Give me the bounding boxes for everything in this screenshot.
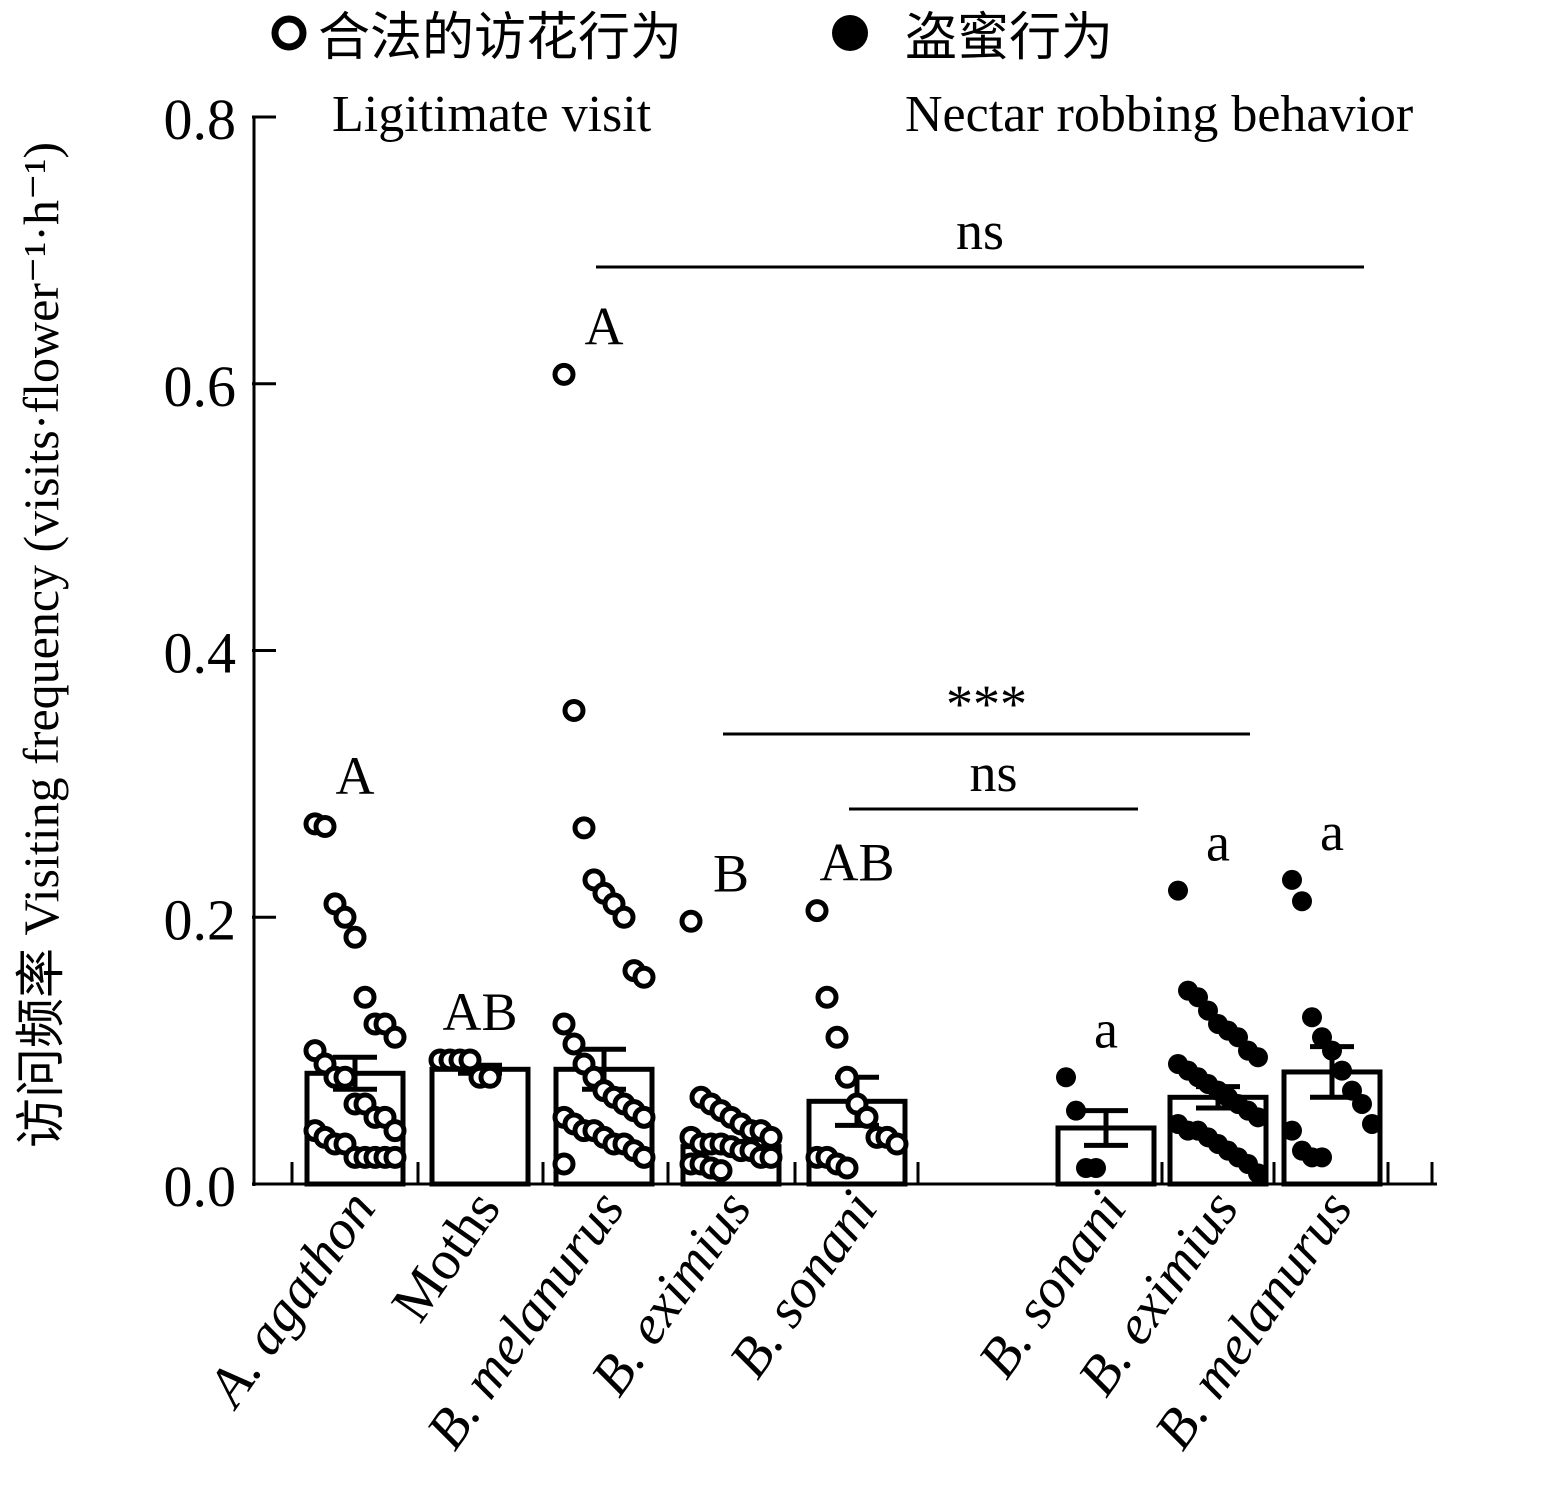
data-point-legitimate <box>759 1145 783 1169</box>
data-point-legitimate <box>632 1145 656 1169</box>
data-point-legitimate <box>709 1159 733 1183</box>
data-point-legitimate <box>353 985 377 1009</box>
data-point-legitimate <box>632 965 656 989</box>
data-point-legitimate <box>383 1145 407 1169</box>
legend-label-legitimate-en: Ligitimate visit <box>332 86 652 143</box>
data-point-robbing <box>1352 1093 1372 1114</box>
significance-letter: a <box>1320 802 1344 862</box>
y-tick-label: 0.8 <box>164 87 237 152</box>
data-point-robbing <box>1056 1067 1076 1088</box>
data-point-robbing <box>1282 1120 1302 1141</box>
data-point-legitimate <box>333 905 357 929</box>
data-point-legitimate <box>855 1105 879 1129</box>
data-point-legitimate <box>572 816 596 840</box>
legend-label-robbing-en: Nectar robbing behavior <box>905 86 1413 143</box>
data-point-robbing <box>1086 1157 1106 1178</box>
data-point-legitimate <box>552 362 576 386</box>
data-point-legitimate <box>552 1152 576 1176</box>
data-point-robbing <box>1312 1147 1332 1168</box>
data-point-legitimate <box>333 1065 357 1089</box>
y-axis-label: 访问频率 Visiting frequency (visits·flower⁻¹… <box>13 142 69 1148</box>
significance-letter: a <box>1094 999 1118 1059</box>
y-tick-label: 0.4 <box>164 621 237 686</box>
data-point-legitimate <box>835 1065 859 1089</box>
data-point-robbing <box>1248 1163 1268 1184</box>
data-point-legitimate <box>313 815 337 839</box>
data-point-legitimate <box>383 1025 407 1049</box>
data-point-robbing <box>1248 1107 1268 1128</box>
data-point-legitimate <box>478 1065 502 1089</box>
data-point-legitimate <box>679 909 703 933</box>
y-ticks: 0.0 0.2 0.4 0.6 0.8 <box>164 87 1434 1219</box>
data-points <box>303 362 1382 1184</box>
data-point-robbing <box>1168 880 1188 901</box>
data-point-legitimate <box>885 1132 909 1156</box>
y-tick-label: 0.0 <box>164 1154 237 1219</box>
data-point-legitimate <box>343 925 367 949</box>
data-point-robbing <box>1292 891 1312 912</box>
significance-letter: A <box>336 746 375 806</box>
data-point-robbing <box>1322 1040 1342 1061</box>
data-point-legitimate <box>815 985 839 1009</box>
data-point-legitimate <box>383 1119 407 1143</box>
axes <box>252 117 1437 1186</box>
comparison-label: ns <box>969 743 1017 803</box>
data-point-legitimate <box>562 699 586 723</box>
legend-marker-robbing <box>832 15 868 51</box>
data-point-legitimate <box>612 905 636 929</box>
data-point-legitimate <box>759 1125 783 1149</box>
data-point-legitimate <box>835 1156 859 1180</box>
data-point-legitimate <box>825 1025 849 1049</box>
legend-label-legitimate-cn: 合法的访花行为 <box>318 10 682 67</box>
data-point-robbing <box>1332 1060 1352 1081</box>
significance-letter: AB <box>819 833 894 893</box>
comparison-label: ns <box>956 201 1004 261</box>
data-point-robbing <box>1302 1007 1322 1028</box>
y-tick-label: 0.6 <box>164 354 237 419</box>
data-point-legitimate <box>562 1032 586 1056</box>
significance-letter: A <box>585 296 624 356</box>
legend: 合法的访花行为 Ligitimate visit 盗蜜行为 Nectar rob… <box>271 10 1413 143</box>
data-point-legitimate <box>552 1012 576 1036</box>
data-point-robbing <box>1248 1047 1268 1068</box>
data-point-legitimate <box>632 1105 656 1129</box>
comparison-brackets: ns *** ns <box>596 201 1364 811</box>
significance-letter: AB <box>442 982 517 1042</box>
comparison-label: *** <box>946 674 1027 734</box>
significance-letter: B <box>713 843 749 903</box>
significance-letter: a <box>1206 813 1230 873</box>
legend-label-robbing-cn: 盗蜜行为 <box>905 10 1113 67</box>
data-point-legitimate <box>458 1048 482 1072</box>
data-point-robbing <box>1362 1113 1382 1134</box>
y-tick-label: 0.2 <box>164 887 237 952</box>
data-point-legitimate <box>805 899 829 923</box>
x-tick-label: Moths <box>380 1180 513 1333</box>
data-point-robbing <box>1066 1100 1086 1121</box>
data-point-robbing <box>1282 869 1302 890</box>
legend-marker-legitimate <box>271 15 307 51</box>
